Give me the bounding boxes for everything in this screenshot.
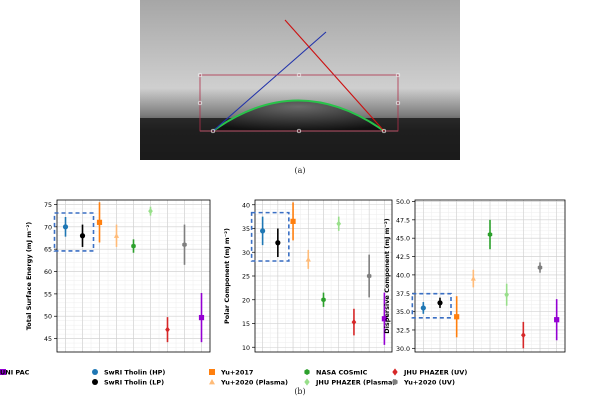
data-point [62,224,69,230]
y-tick-label: 20 [242,297,250,304]
caption-a: (a) [294,166,306,175]
y-tick-label: 45.0 [396,236,410,243]
axes-frame [254,199,393,353]
surface-energy-figure: 45 50 55 60 65 70 75 Total Surface Energy (mJ m… [0,199,566,387]
handle [296,72,302,78]
legend-label: Yu+2020 (Plasma) [220,379,288,387]
y-tick-label: 35.0 [396,309,410,316]
y-tick-label: 15 [242,321,250,328]
droplet-photo [140,0,460,160]
legend-label: SwRI Tholin (HP) [104,369,165,377]
y-tick-label: 55 [44,291,52,298]
handle [296,128,302,134]
y-tick-label: 32.5 [396,327,410,334]
y-axis-label: Polar Component (mJ m⁻²) [223,228,231,324]
legend-marker [304,369,310,375]
data-point [470,275,476,281]
handle [210,128,216,134]
highlight-box [53,212,95,252]
handle [395,72,401,78]
legend-label: UNI PAC [0,369,30,377]
y-tick-label: 42.5 [396,254,410,261]
data-point [321,297,326,303]
tangent-line-right [284,19,385,132]
y-tick-label: 37.5 [396,291,410,298]
legend-marker [304,378,310,386]
data-point [366,273,372,279]
data-point [131,243,136,249]
legend-label: NASA COSmIC [316,369,368,377]
data-point [520,331,526,339]
data-point [351,318,357,326]
legend-marker [92,379,98,385]
y-tick-label: 10 [242,345,250,352]
y-tick-label: 60 [44,269,52,276]
axes-frame [56,199,211,353]
data-point [182,242,187,248]
y-tick-label: 45 [44,336,52,343]
y-axis-label: Total Surface Energy (mJ m⁻²) [25,222,33,331]
y-tick-label: 75 [44,202,52,209]
fit-bounding-box [199,74,399,132]
y-tick-label: 50 [44,314,52,321]
y-axis-label: Dispersive Component (mJ m⁻²) [383,218,391,333]
caption-b: (b) [294,387,306,396]
y-tick-label: 50.0 [396,199,410,206]
data-point [275,240,281,246]
data-point [381,316,387,322]
legend-marker [0,369,6,375]
highlight-box [411,292,452,319]
y-tick-label: 30 [242,250,250,257]
legend-marker [209,379,215,385]
y-tick-label: 47.5 [396,217,410,224]
data-point [420,305,426,311]
handle [395,100,401,106]
data-point [290,218,296,224]
data-point [454,314,460,320]
data-point [437,300,443,306]
y-tick-label: 25 [242,274,250,281]
legend-label: Yu+2017 [220,369,253,377]
data-point [165,326,170,333]
legend-label: JHU PHAZER (UV) [403,369,467,377]
y-tick-label: 40 [242,202,250,209]
handle [197,72,203,78]
legend-marker [392,379,398,385]
legend-label: SwRI Tholin (LP) [104,379,164,387]
y-tick-label: 40.0 [396,272,410,279]
droplet-fit-curve [212,99,385,132]
y-tick-label: 35 [242,226,250,233]
data-point [487,231,493,238]
legend-marker [392,368,398,376]
data-point [504,291,510,298]
data-point [198,314,205,321]
data-point [79,233,86,239]
data-point [336,220,342,227]
legend-label: Yu+2020 (UV) [403,379,455,387]
legend-label: JHU PHAZER (Plasma) [315,379,395,387]
data-point [537,264,543,271]
data-point [113,233,120,238]
data-point [96,219,103,225]
axes-frame [414,199,566,353]
legend-marker [209,369,215,375]
highlight-box [250,211,290,262]
data-point [554,317,560,323]
data-point [260,228,266,234]
data-point [148,208,153,215]
handle [197,100,203,106]
legend-marker [92,369,98,375]
handle [381,128,387,134]
y-tick-label: 65 [44,247,52,254]
y-tick-label: 30.0 [396,346,410,353]
tangent-line-left [212,31,327,132]
data-point [305,256,311,262]
y-tick-label: 70 [44,224,52,231]
